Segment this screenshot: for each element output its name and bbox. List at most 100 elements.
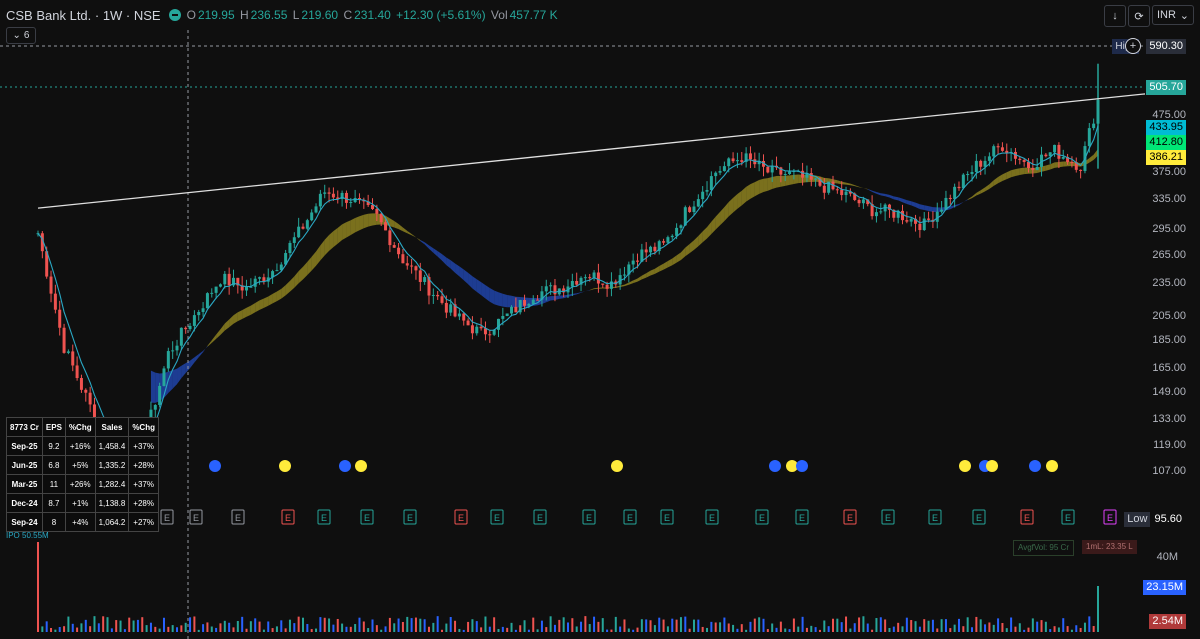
volume-bar xyxy=(354,624,357,632)
candle-body xyxy=(948,197,952,200)
earnings-marker[interactable] xyxy=(755,509,769,525)
candle-body xyxy=(835,189,839,191)
candle-body xyxy=(327,192,331,194)
candle-body xyxy=(323,192,327,194)
earnings-marker[interactable] xyxy=(454,509,468,525)
ma-band-segment xyxy=(1019,167,1025,175)
currency-select[interactable]: INR ⌄ xyxy=(1152,5,1194,25)
volume-bar xyxy=(523,620,526,632)
earnings-marker[interactable] xyxy=(360,509,374,525)
earnings-marker[interactable] xyxy=(795,509,809,525)
earnings-marker-letter: E xyxy=(164,513,170,523)
ma-band-segment xyxy=(594,287,599,290)
volume-bar xyxy=(962,626,965,632)
event-dot[interactable] xyxy=(796,460,808,472)
earnings-marker[interactable] xyxy=(582,509,596,525)
earnings-marker[interactable] xyxy=(281,509,295,525)
trendline[interactable] xyxy=(37,93,1146,209)
event-dot[interactable] xyxy=(979,460,991,472)
volume-bar xyxy=(979,619,982,632)
indicators-toggle[interactable]: ⌄ 6 xyxy=(6,27,36,44)
earnings-marker[interactable] xyxy=(533,509,547,525)
ma-band-segment xyxy=(1028,167,1033,174)
download-icon[interactable]: ↓ xyxy=(1104,5,1126,27)
candle-body xyxy=(953,186,957,200)
candle-body xyxy=(744,153,748,162)
earnings-marker[interactable] xyxy=(972,509,986,525)
earnings-marker-letter: E xyxy=(586,513,592,523)
event-dot[interactable] xyxy=(279,460,291,472)
volume-bar xyxy=(675,619,678,632)
candle-body xyxy=(192,315,196,326)
event-dot[interactable] xyxy=(769,460,781,472)
ma-band-segment xyxy=(928,206,933,212)
symbol-title[interactable]: CSB Bank Ltd. · 1W · NSE xyxy=(6,7,161,23)
candle-body xyxy=(297,226,301,238)
earnings-marker[interactable] xyxy=(843,509,857,525)
earnings-marker[interactable] xyxy=(623,509,637,525)
candle-body xyxy=(362,199,366,202)
minus-circle-icon[interactable] xyxy=(168,9,181,21)
earnings-marker[interactable] xyxy=(403,509,417,525)
event-dot[interactable] xyxy=(611,460,623,472)
earnings-marker[interactable] xyxy=(705,509,719,525)
open-value: 219.95 xyxy=(197,8,235,22)
earnings-marker[interactable] xyxy=(881,509,895,525)
event-dot[interactable] xyxy=(986,460,998,472)
volume-bar xyxy=(766,629,769,632)
event-dot[interactable] xyxy=(1046,460,1058,472)
earnings-marker[interactable] xyxy=(317,509,331,525)
ma-band-segment xyxy=(237,310,243,322)
refresh-icon[interactable]: ⟳ xyxy=(1128,5,1150,27)
ma-band-segment xyxy=(707,221,712,239)
candle-body xyxy=(974,160,978,173)
earnings-marker[interactable] xyxy=(1061,509,1075,525)
candle-body xyxy=(505,313,509,316)
event-dot[interactable] xyxy=(339,460,351,472)
ma-band-segment xyxy=(394,220,399,230)
candle-body xyxy=(766,166,770,173)
earnings-marker[interactable] xyxy=(660,509,674,525)
ma-band-segment xyxy=(672,255,677,266)
earnings-marker[interactable] xyxy=(928,509,942,525)
ma-band-segment xyxy=(989,180,994,189)
volume-bar xyxy=(254,618,257,632)
ma-band-segment xyxy=(1054,161,1059,168)
candle-body xyxy=(740,160,744,162)
ma-band-segment xyxy=(550,296,555,301)
candle-body xyxy=(605,284,609,289)
add-plus-icon[interactable]: + xyxy=(1125,38,1141,54)
earnings-marker[interactable] xyxy=(490,509,504,525)
ma-band-segment xyxy=(563,294,568,299)
candle-body xyxy=(914,218,918,224)
candle-body xyxy=(423,277,427,282)
volume-bar xyxy=(897,622,900,632)
ma-band-segment xyxy=(967,196,973,201)
ma-band-segment xyxy=(359,214,364,231)
ma2-tag: 412.80 xyxy=(1146,135,1186,150)
event-dot[interactable] xyxy=(355,460,367,472)
volume-bar xyxy=(957,618,960,632)
volume-bar xyxy=(936,628,939,632)
ma-band-segment xyxy=(963,199,968,203)
candle-body xyxy=(779,167,783,175)
event-dot[interactable] xyxy=(1029,460,1041,472)
earnings-marker-letter: E xyxy=(759,513,765,523)
event-dot[interactable] xyxy=(209,460,221,472)
volume-bar xyxy=(449,617,452,632)
candle-body xyxy=(284,253,288,265)
candle-body xyxy=(892,209,896,218)
candle-body xyxy=(1083,146,1087,171)
candle-body xyxy=(371,205,375,210)
event-dot[interactable] xyxy=(959,460,971,472)
earnings-marker[interactable] xyxy=(1103,509,1117,525)
ma-band-segment xyxy=(554,295,560,300)
earnings-marker[interactable] xyxy=(1020,509,1034,525)
candle-body xyxy=(540,291,544,300)
fin-cell: 8 xyxy=(41,512,66,532)
earnings-marker[interactable] xyxy=(160,509,174,525)
earnings-marker[interactable] xyxy=(189,509,203,525)
fin-cell: +27% xyxy=(128,512,159,532)
event-dot[interactable] xyxy=(786,460,798,472)
earnings-marker[interactable] xyxy=(231,509,245,525)
